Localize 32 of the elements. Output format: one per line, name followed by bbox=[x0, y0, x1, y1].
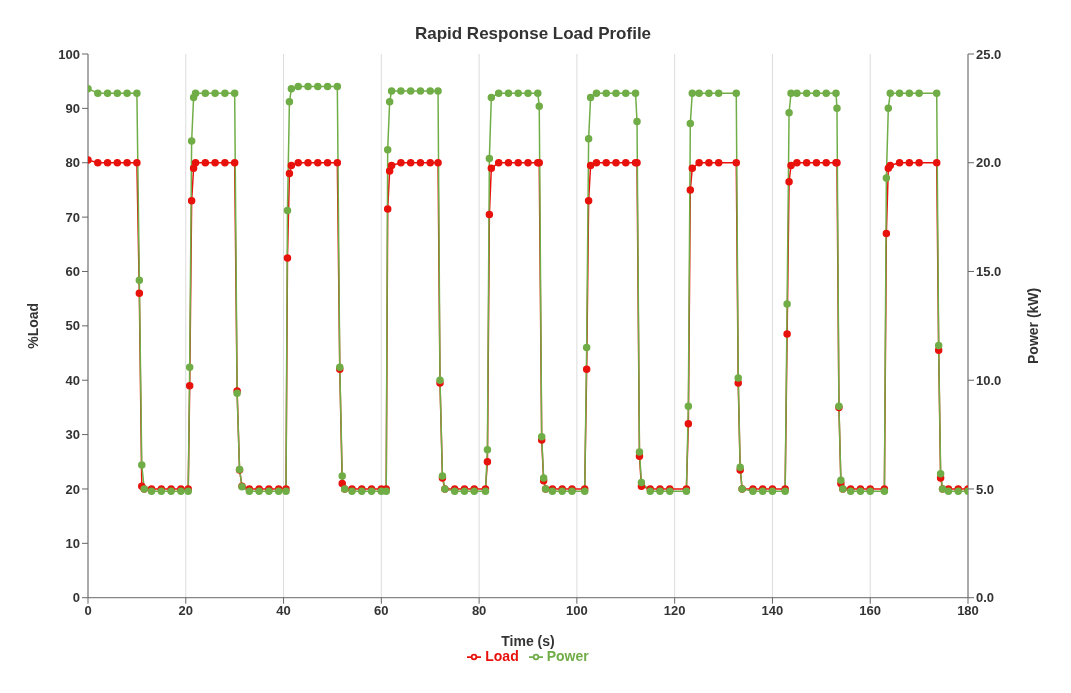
y-tick-label: 0 bbox=[72, 590, 80, 606]
chart-title: Rapid Response Load Profile bbox=[413, 23, 653, 44]
x-axis-title: Time (s) bbox=[501, 632, 555, 649]
x-tick-label: 20 bbox=[178, 602, 194, 618]
y2-axis-title: Power (kW) bbox=[1024, 287, 1041, 364]
y-tick-label: 70 bbox=[65, 209, 80, 225]
x-tick-label: 40 bbox=[276, 602, 291, 618]
y-tick-label: 40 bbox=[65, 372, 80, 388]
y-tick-label: 30 bbox=[65, 427, 80, 443]
y-tick-label: 90 bbox=[65, 100, 80, 116]
y-tick-label: 80 bbox=[65, 155, 80, 171]
y-axis-title: %Load bbox=[24, 302, 41, 349]
x-tick-label: 140 bbox=[761, 602, 784, 618]
y-tick-label: 100 bbox=[58, 46, 80, 62]
y2-tick-label: 0.0 bbox=[976, 590, 995, 606]
y-tick-label: 60 bbox=[65, 264, 80, 280]
y2-tick-label: 15.0 bbox=[976, 264, 1002, 280]
x-tick-label: 80 bbox=[471, 602, 487, 618]
y2-tick-label: 20.0 bbox=[976, 155, 1002, 171]
x-tick-label: 100 bbox=[566, 602, 588, 618]
y2-tick-label: 5.0 bbox=[976, 481, 995, 497]
y2-tick-label: 25.0 bbox=[976, 46, 1002, 62]
x-tick-label: 60 bbox=[374, 602, 389, 618]
x-tick-label: 0 bbox=[84, 602, 92, 618]
y-tick-label: 50 bbox=[65, 318, 80, 334]
y-tick-label: 20 bbox=[65, 481, 80, 497]
y-tick-label: 10 bbox=[65, 535, 80, 551]
x-tick-label: 120 bbox=[663, 602, 686, 618]
y2-tick-label: 10.0 bbox=[976, 372, 1002, 388]
x-tick-label: 160 bbox=[859, 602, 882, 618]
x-tick-label: 180 bbox=[957, 602, 979, 618]
legend-label: Load bbox=[485, 647, 519, 664]
